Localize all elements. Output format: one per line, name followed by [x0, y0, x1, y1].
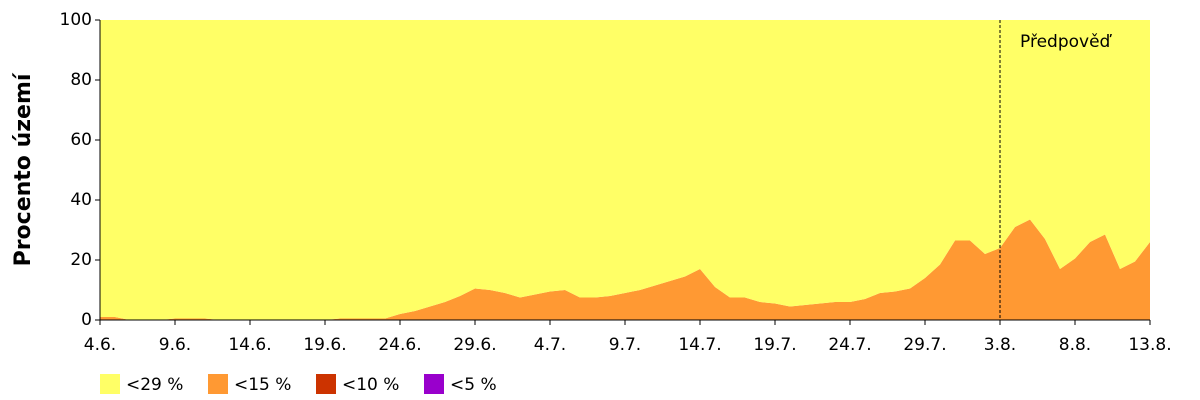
- legend-swatch: [424, 374, 444, 394]
- x-tick-label: 24.7.: [828, 335, 871, 355]
- legend-swatch: [100, 374, 120, 394]
- legend-label: <29 %: [126, 375, 183, 395]
- x-tick-label: 13.8.: [1128, 335, 1171, 355]
- legend-swatch: [316, 374, 336, 394]
- x-tick-label: 9.7.: [609, 335, 641, 355]
- y-tick-label: 0: [81, 310, 92, 330]
- area: [100, 20, 1150, 320]
- x-tick-label: 19.7.: [753, 335, 796, 355]
- legend-swatch: [208, 374, 228, 394]
- x-tick-label: 9.6.: [159, 335, 191, 355]
- x-tick-label: 29.6.: [453, 335, 496, 355]
- x-tick-label: 19.6.: [303, 335, 346, 355]
- y-axis-label: Procento území: [11, 72, 36, 266]
- x-tick-label: 24.6.: [378, 335, 421, 355]
- y-tick-label: 40: [70, 190, 92, 210]
- y-tick-label: 100: [60, 10, 92, 30]
- y-tick-label: 80: [70, 70, 92, 90]
- area: [100, 219, 1150, 320]
- x-tick-label: 3.8.: [984, 335, 1016, 355]
- y-tick-label: 60: [70, 130, 92, 150]
- legend-label: <5 %: [450, 375, 497, 395]
- legend-label: <10 %: [342, 375, 399, 395]
- x-tick-label: 4.7.: [534, 335, 566, 355]
- x-tick-label: 29.7.: [903, 335, 946, 355]
- x-tick-label: 8.8.: [1059, 335, 1091, 355]
- y-tick-label: 20: [70, 250, 92, 270]
- annotation: Předpověď: [1020, 32, 1113, 52]
- legend-label: <15 %: [234, 375, 291, 395]
- x-tick-label: 4.6.: [84, 335, 116, 355]
- x-tick-label: 14.7.: [678, 335, 721, 355]
- x-tick-label: 14.6.: [228, 335, 271, 355]
